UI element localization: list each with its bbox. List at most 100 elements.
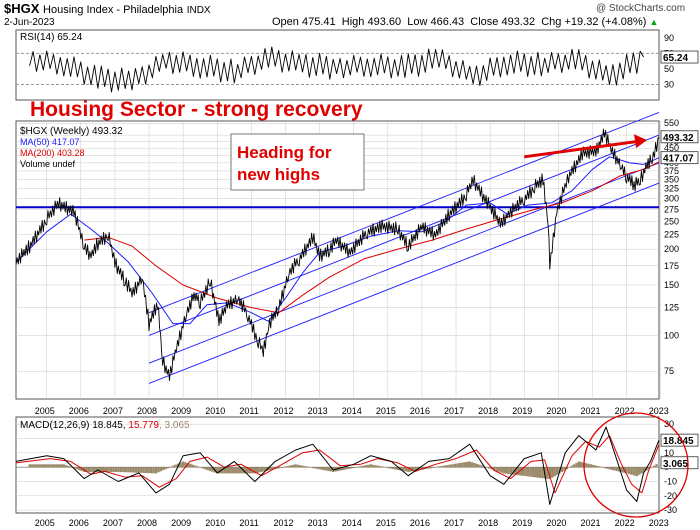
macd-hist-bar [95, 467, 98, 472]
close-value: 493.32 [501, 16, 536, 28]
price-tick-label: 375 [664, 166, 679, 176]
macd-hist-bar [441, 465, 444, 468]
macd-x-tick-label: 2005 [35, 518, 55, 528]
chart-layer: 3050709065.24751001251501752002252502753… [15, 33, 699, 528]
macd-hist-bar [620, 467, 624, 473]
macd-hist-bar [226, 467, 229, 474]
macd-hist-bar [159, 467, 163, 472]
macd-hist-bar [553, 467, 556, 477]
macd-hist-bar [299, 465, 302, 468]
macd-hist-bar [627, 467, 631, 475]
macd-hist-bar [580, 461, 583, 468]
macd-hist-bar [652, 465, 656, 468]
macd-hist-bar [414, 467, 417, 471]
macd-hist-bar [584, 463, 588, 468]
macd-hist-bar [394, 467, 397, 470]
macd-hist-bar [186, 463, 190, 468]
macd-hist-bar [339, 467, 342, 471]
macd-hist-bar [404, 467, 407, 472]
macd-hist-bar [137, 467, 140, 473]
macd-hist-bar [203, 467, 207, 470]
macd-x-tick-label: 2015 [376, 518, 396, 528]
rsi-tick-label: 90 [664, 33, 674, 43]
chart-date: 2-Jun-2023 [4, 17, 55, 28]
macd-hist-bar [497, 467, 501, 472]
macd-hist-bar [112, 467, 115, 472]
macd-x-tick-label: 2009 [171, 518, 191, 528]
macd-hist-bar [567, 467, 571, 468]
macd-hist-bar [304, 466, 307, 468]
watermark: @ StockCharts.com [596, 3, 686, 14]
macd-x-tick-label: 2016 [410, 518, 430, 528]
macd-hist-bar [122, 467, 125, 473]
macd-x-tick-label: 2013 [308, 518, 328, 528]
macd-hist-bar [28, 464, 31, 468]
price-last-value-box [660, 151, 699, 165]
macd-hist-bar [526, 467, 530, 477]
macd-hist-bar [60, 464, 63, 468]
low-value: 466.43 [430, 16, 465, 28]
macd-hist-bar [243, 467, 246, 474]
macd-hist-bar [379, 466, 382, 468]
macd-hist-bar [603, 467, 607, 469]
rsi-tick-label: 50 [664, 64, 674, 74]
macd-hist-bar [189, 463, 192, 468]
macd-hist-bar [329, 467, 332, 472]
macd-hist-bar [129, 467, 133, 473]
macd-hist-bar [221, 467, 224, 474]
macd-hist-bar [43, 464, 46, 468]
rsi-last-value: 65.24 [663, 53, 688, 64]
macd-hist-bar [389, 467, 392, 469]
macd-hist-bar [453, 463, 457, 468]
macd-hist-bar [255, 467, 259, 473]
macd-hist-bar [531, 467, 535, 478]
macd-hist-bar [429, 467, 432, 469]
macd-hist-bar [560, 467, 564, 472]
macd-hist-bar [362, 465, 365, 468]
price-x-tick-label: 2015 [376, 406, 396, 416]
macd-tick-label: 10 [664, 448, 674, 458]
new-highs-arrow [524, 139, 640, 159]
macd-hist-bar [495, 467, 498, 471]
rsi-line [29, 46, 644, 93]
macd-hist-bar [268, 467, 271, 471]
macd-hist-bar [509, 467, 513, 475]
price-line [15, 128, 660, 382]
macd-hist-bar [104, 467, 108, 472]
macd-hist-bar [468, 461, 471, 468]
macd-hist-bar [369, 464, 372, 468]
macd-hist-bar [169, 466, 172, 468]
macd-hist-bar [52, 464, 56, 468]
price-x-tick-label: 2020 [546, 406, 566, 416]
high-label: High [341, 16, 365, 28]
price-x-tick-label: 2016 [410, 406, 430, 416]
macd-hist-bar [33, 464, 36, 468]
macd-hist-bar [448, 464, 452, 468]
macd-legend-signal: 15.779 [128, 420, 159, 431]
channel-line [148, 111, 660, 314]
macd-hist-bar [92, 467, 96, 472]
macd-hist-bar [521, 467, 525, 476]
macd-hist-bar [613, 467, 616, 471]
macd-hist-bar [638, 467, 641, 475]
macd-x-tick-label: 2022 [615, 518, 635, 528]
macd-hist-bar [643, 467, 646, 472]
macd-hist-bar [384, 467, 387, 468]
macd-hist-bar [434, 467, 437, 468]
price-tick-label: 300 [664, 194, 679, 204]
macd-hist-bar [372, 464, 375, 468]
macd-hist-bar [572, 464, 576, 468]
macd-hist-bar [473, 463, 476, 468]
macd-last-value: 3.065 [663, 459, 688, 470]
price-tick-label: 200 [664, 244, 679, 254]
macd-hist-bar [344, 467, 347, 470]
macd-hist-bar [505, 467, 508, 474]
macd-hist-bar [38, 464, 41, 468]
macd-hist-bar [162, 467, 165, 471]
price-tick-label: 325 [664, 184, 679, 194]
macd-tick-label: -20 [664, 491, 677, 501]
macd-hist-bar [147, 467, 150, 474]
price-x-tick-label: 2021 [580, 406, 600, 416]
macd-hist-bar [354, 467, 357, 468]
headline-annotation: Housing Sector - strong recovery [30, 98, 363, 121]
